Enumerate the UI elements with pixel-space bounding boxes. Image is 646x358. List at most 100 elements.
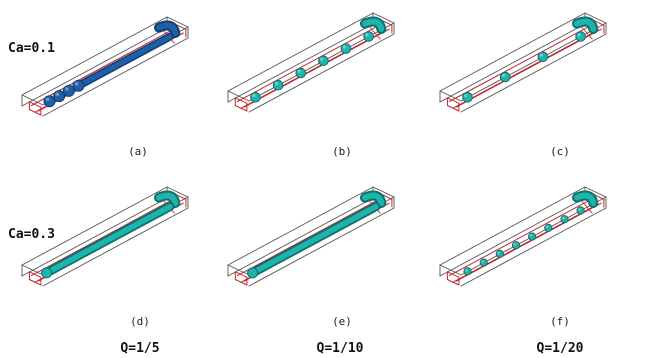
channel-edge [227,186,374,266]
channel-edge [248,207,395,287]
channel-edge [248,33,395,113]
channel-edge [166,186,189,198]
droplet-shine [501,73,506,78]
inner-channel-edge [28,279,42,286]
inlet-feed-highlight [362,18,385,32]
channel-edge [227,197,374,277]
column-label-q-1-20: Q=1/20 [537,341,584,356]
panel-c [439,12,607,113]
inlet-feed-highlight [156,192,179,206]
panel-d [21,186,189,287]
inner-channel-edge [446,105,460,112]
droplet-shine [55,92,60,97]
droplet-shine [465,268,468,272]
droplet [479,258,488,267]
droplet-shine [342,45,346,49]
droplet-shine [45,97,50,102]
channel-edge [439,23,586,103]
inner-channel-edge [455,28,602,108]
droplet [340,43,352,54]
thread-tip [41,267,53,279]
inner-channel-edge [28,109,42,116]
droplet [575,31,586,42]
row-label-ca-0-3: Ca=0.3 [8,227,55,242]
channel-edge [439,186,586,266]
inner-channel-edge [452,203,599,283]
droplet [62,84,75,97]
panel-label-e: (e) [332,315,352,328]
inner-channel-edge [446,97,460,104]
inner-channel-edge [580,25,593,40]
panel-label-c: (c) [550,145,570,158]
panel-label-f: (f) [550,315,570,328]
column-label-q-1-5: Q=1/5 [120,341,159,356]
droplet-shine [252,93,256,98]
fluid-thread-highlight [249,203,379,276]
inner-channel-edge [234,279,248,286]
panel-b [227,12,395,113]
droplet-shine [513,242,516,246]
channel-edge [439,12,586,92]
inlet-feed-highlight [156,22,179,36]
inner-channel-edge [31,197,177,277]
channel-edge [42,37,189,117]
fluid-thread-highlight [78,34,173,87]
inner-channel-edge [240,29,387,109]
droplet-shine [274,81,279,86]
droplet-shine [74,81,79,86]
droplet-shine [365,33,369,37]
channel-edge [227,23,374,103]
panel-f [439,186,607,287]
inner-channel-edge [368,25,381,40]
panel-label-a: (a) [128,145,148,158]
droplet-shine [65,87,69,91]
column-label-q-1-10: Q=1/10 [317,341,364,356]
inner-channel-edge [28,271,42,278]
droplet [72,79,85,92]
droplet [495,249,504,258]
droplet [363,31,374,42]
channel-edge [21,186,168,266]
channel-edge [372,12,395,24]
droplet [462,92,473,103]
droplet [43,95,56,108]
panel-e [227,186,395,287]
inner-channel-edge [234,105,248,112]
droplet-shine [577,33,581,37]
droplet-shine [529,234,533,237]
inner-channel-edge [452,29,599,109]
droplet-shine [297,69,301,74]
droplet [544,223,553,232]
inner-channel-edge [31,27,177,106]
droplet-shine [320,57,324,61]
inner-channel-edge [446,279,460,286]
droplet-shine [545,225,549,228]
channel-edge [584,12,607,24]
inlet-feed-highlight [574,192,597,206]
panel-label-b: (b) [332,145,352,158]
inner-channel-edge [580,199,593,214]
inlet-feed-highlight [574,18,597,32]
droplet [463,267,472,276]
fluid-thread-highlight [43,203,173,276]
channel-edge [21,16,168,96]
panel-a [21,16,189,117]
inner-channel-edge [243,28,390,108]
droplet-shine [539,53,543,57]
inner-channel-edge [448,23,595,102]
channel-edge [21,197,168,277]
droplet [499,71,511,83]
row-label-ca-0-1: Ca=0.1 [8,41,55,56]
channel-edge [460,33,607,113]
thread-tip [247,267,259,279]
inner-channel-edge [236,197,383,277]
channel-edge [227,12,374,92]
inlet-feed-highlight [362,192,385,206]
droplet [295,67,307,79]
droplet [576,206,585,215]
droplet-shine [561,216,565,220]
droplet-shine [464,93,468,98]
inner-channel-edge [234,97,248,104]
inner-channel-edge [234,271,248,278]
channel-edge [584,186,607,198]
